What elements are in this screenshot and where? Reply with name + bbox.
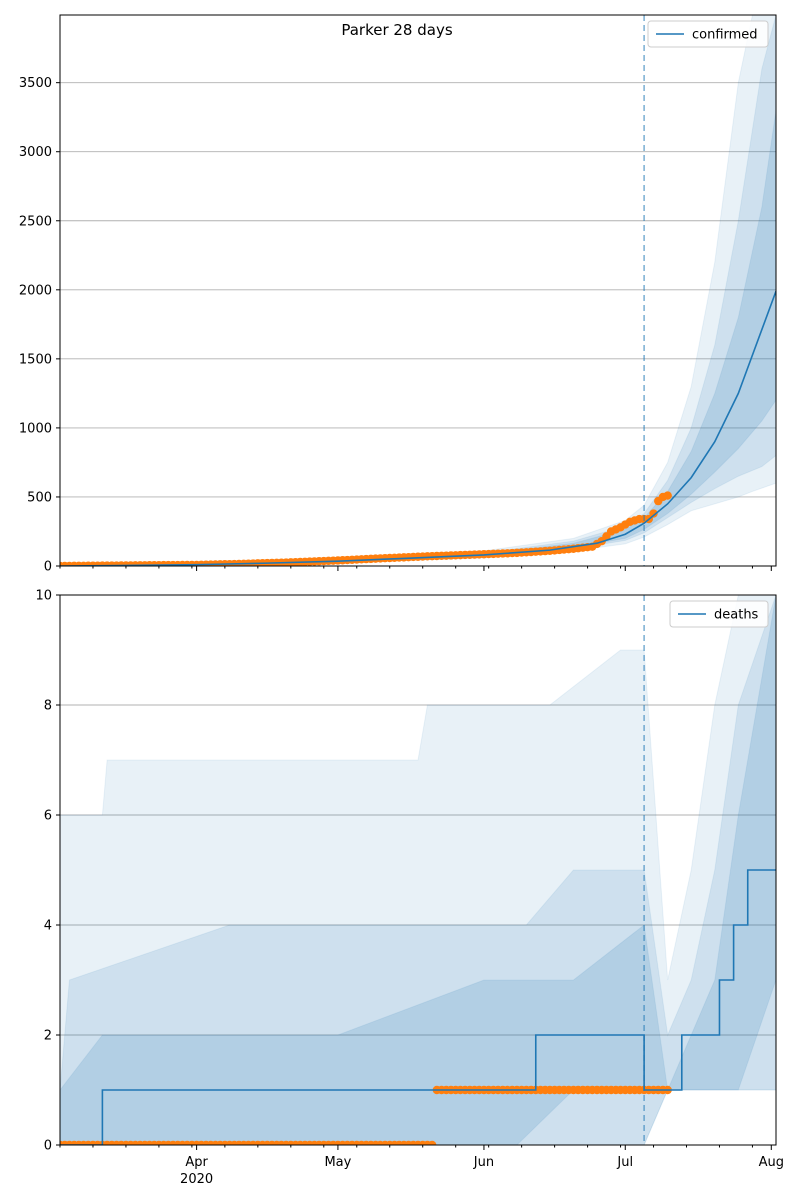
legend-box	[647, 20, 769, 48]
x-tick-sublabel: 2020	[180, 1172, 213, 1187]
confirmed-panel: 0 500 1000 1500 2000 2500 3000 3500 Parker 28 da…	[19, 14, 777, 575]
y-tick-label: 3000	[19, 145, 52, 160]
y-tick-label: 2000	[19, 283, 52, 298]
observed-points	[60, 491, 672, 566]
x-tick-label: Jun	[473, 1155, 494, 1170]
plot-area	[60, 15, 776, 566]
legend: deaths	[669, 600, 769, 628]
y-tick-label: 1500	[19, 352, 52, 367]
observed-point	[427, 1140, 437, 1145]
series-line-deaths	[60, 869, 776, 1145]
y-tick-label: 8	[44, 699, 52, 714]
y-tick-label: 0	[44, 1139, 52, 1154]
plot-area	[60, 595, 776, 1145]
uncertainty-band	[60, 15, 776, 566]
legend-label: deaths	[714, 608, 759, 623]
axes-frame	[59, 594, 777, 1146]
y-tick-label: 0	[44, 560, 52, 575]
uncertainty-band	[60, 595, 776, 1145]
y-tick-label: 10	[35, 589, 52, 604]
y-tick-label: 2500	[19, 214, 52, 229]
y-tick-label: 500	[27, 490, 52, 505]
y-tick-label: 4	[44, 919, 52, 934]
legend: confirmed	[647, 20, 769, 48]
y-tick-label: 3500	[19, 76, 52, 91]
y-tick-label: 6	[44, 809, 52, 824]
axes-frame	[59, 14, 777, 567]
observed-point	[663, 491, 672, 500]
uncertainty-band	[60, 595, 776, 1145]
uncertainty-band	[60, 595, 776, 1145]
legend-label: confirmed	[692, 28, 758, 43]
x-tick-label: Jul	[616, 1155, 633, 1170]
observed-point	[649, 509, 658, 518]
x-tick-label: Apr	[185, 1155, 208, 1170]
legend-box	[669, 600, 769, 628]
x-tick-label: Aug	[759, 1155, 784, 1170]
y-tick-label: 1000	[19, 421, 52, 436]
x-tick-label: May	[324, 1155, 351, 1170]
y-tick-label: 2	[44, 1029, 52, 1044]
chart-title: Parker 28 days	[341, 21, 452, 39]
series-line-confirmed	[60, 290, 776, 566]
deaths-panel: 0 2 4 6 8 10 Apr 2020 May Jun Jul Aug deaths	[35, 589, 784, 1188]
